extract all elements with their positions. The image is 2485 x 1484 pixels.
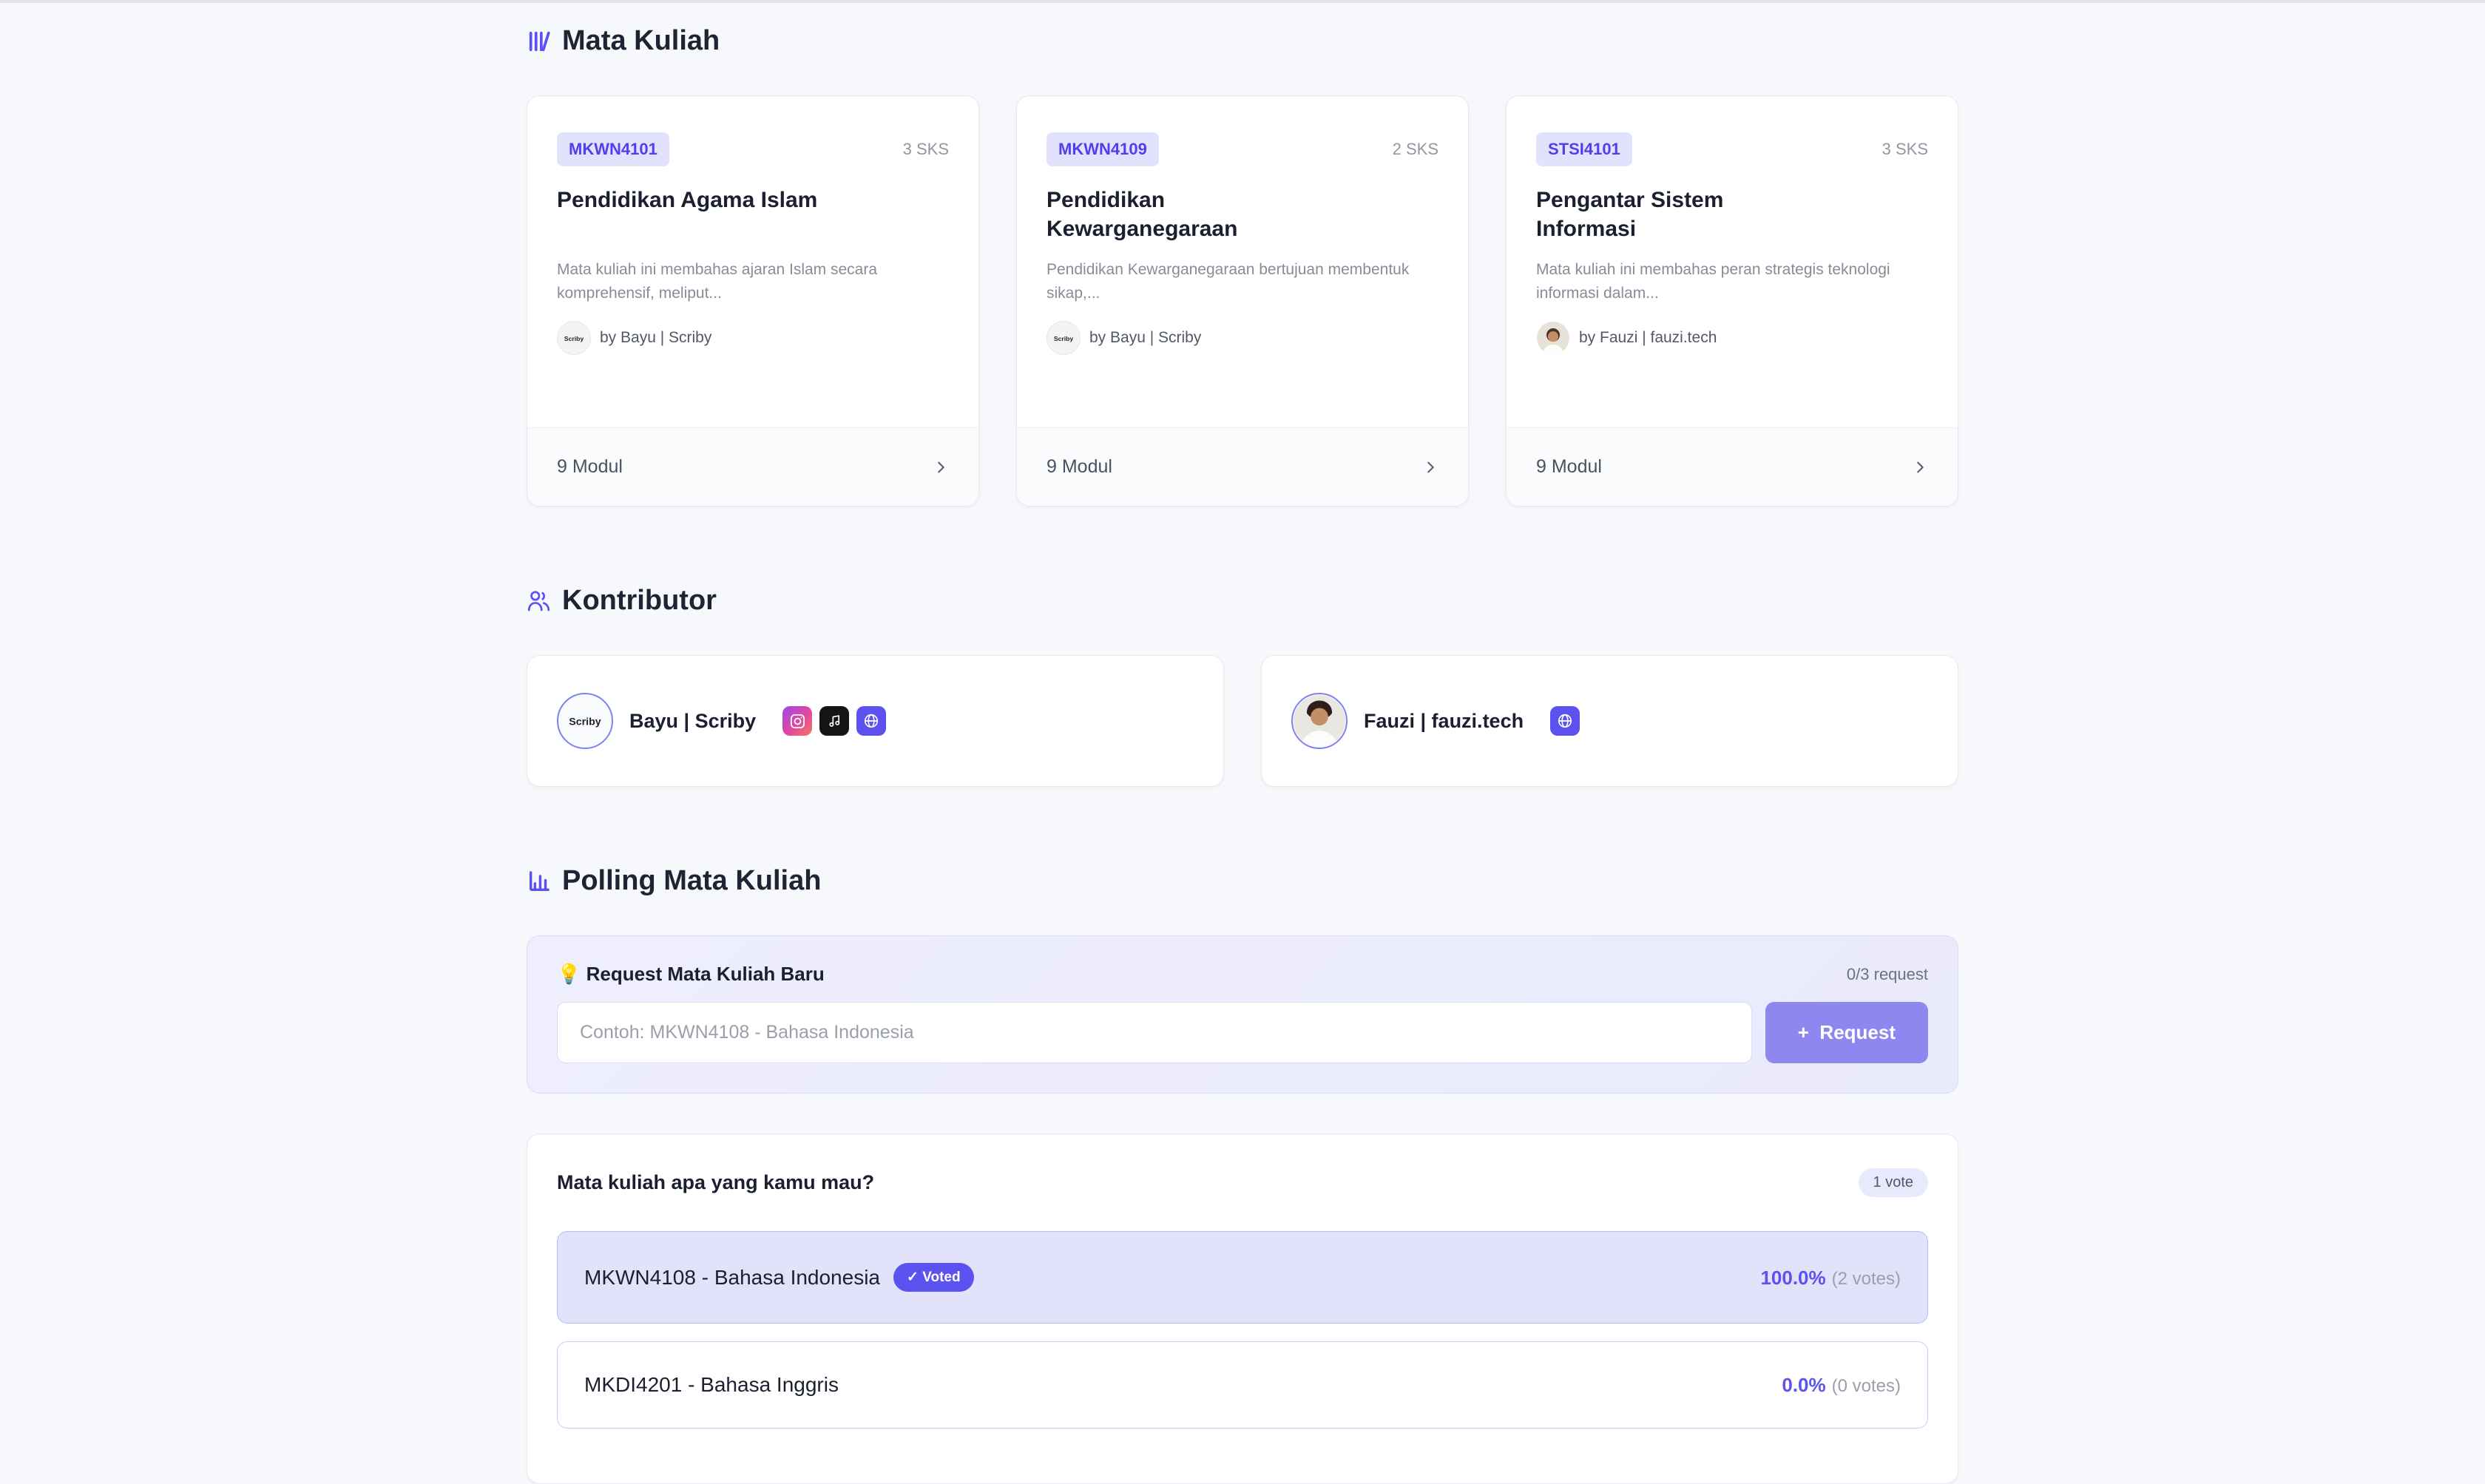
svg-text:Scriby: Scriby <box>564 335 584 342</box>
svg-text:Scriby: Scriby <box>569 716 601 728</box>
svg-text:Scriby: Scriby <box>1054 335 1073 342</box>
